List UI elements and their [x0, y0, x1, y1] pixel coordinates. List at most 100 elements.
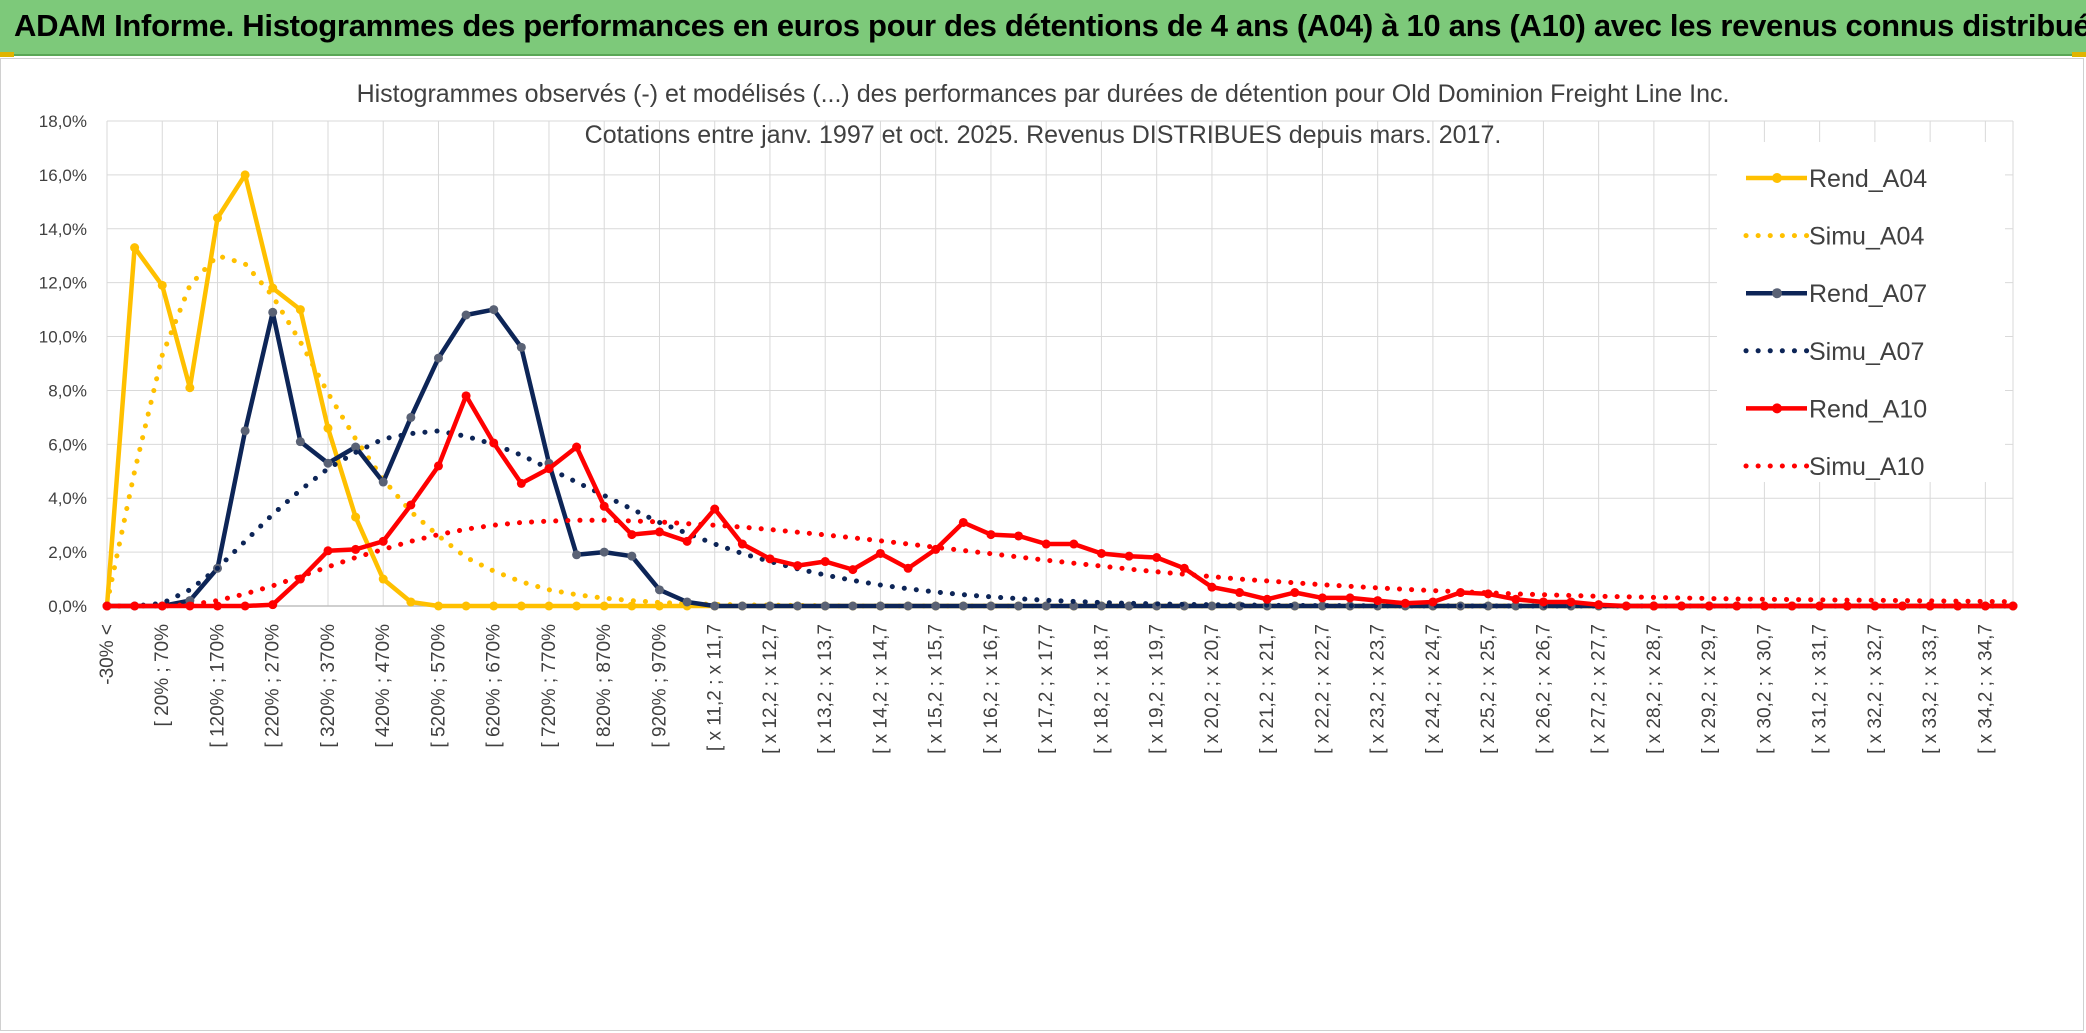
data-point-rend-a07: [1511, 601, 1521, 611]
data-point-rend-a10: [1732, 601, 1742, 611]
data-point-rend-a10: [1759, 601, 1769, 611]
series-line-simu-a10: [104, 517, 2016, 609]
data-point-rend-a07: [903, 601, 913, 611]
data-point-rend-a10: [986, 530, 996, 540]
x-tick-label: [ x 29,2 ; x 29,7: [1699, 624, 1720, 754]
x-tick-label: [ x 21,2 ; x 21,7: [1257, 624, 1278, 754]
data-point-rend-a10: [268, 600, 278, 610]
data-point-rend-a10: [710, 504, 720, 514]
x-tick-label: [ x 30,2 ; x 30,7: [1754, 624, 1775, 754]
y-tick-label: 14,0%: [39, 220, 87, 239]
x-tick-label: [ x 14,2 ; x 14,7: [870, 624, 891, 754]
data-point-rend-a10: [1124, 551, 1134, 561]
data-point-rend-a10: [1041, 539, 1051, 549]
data-point-rend-a04: [351, 512, 361, 522]
data-point-rend-a10: [1290, 588, 1300, 598]
line-chart: Histogrammes observés (-) et modélisés (…: [39, 80, 2018, 754]
x-tick-label: [ x 20,2 ; x 20,7: [1202, 624, 1223, 754]
data-point-rend-a10: [1317, 593, 1327, 603]
data-point-rend-a04: [212, 213, 222, 223]
data-point-rend-a10: [378, 536, 388, 546]
data-point-rend-a07: [268, 307, 278, 317]
x-tick-label: [ 820% ; 870%: [594, 624, 615, 748]
data-point-rend-a07: [654, 585, 664, 595]
data-point-rend-a07: [323, 458, 333, 468]
x-tick-label: [ x 26,2 ; x 26,7: [1533, 624, 1554, 754]
y-axis-tick-labels: 0,0% 2,0% 4,0% 6,0% 8,0% 10,0% 12,0% 14,0% 16,0%…: [39, 112, 87, 616]
data-point-rend-a10: [157, 601, 167, 611]
legend-label-simu-a04: Simu_A04: [1809, 223, 1924, 251]
data-point-rend-a07: [765, 601, 775, 611]
x-tick-label: -30% <: [97, 624, 118, 685]
data-point-rend-a10: [1373, 596, 1383, 606]
data-point-rend-a10: [1980, 601, 1990, 611]
grid-lines: [106, 120, 2014, 607]
x-tick-label: [ 20% ; 70%: [152, 624, 173, 727]
data-point-rend-a07: [958, 601, 968, 611]
legend-box: [1717, 142, 2005, 482]
data-point-rend-a10: [1704, 601, 1714, 611]
data-point-rend-a10: [1179, 563, 1189, 573]
legend-marker-rend-a07: [1772, 288, 1782, 299]
x-tick-label: [ 120% ; 170%: [207, 624, 228, 748]
legend-marker-rend-a10: [1772, 403, 1782, 414]
legend: Rend_A04 Simu_A04 Rend_A07 Simu_A07 Rend_A10…: [1717, 142, 2005, 482]
data-point-rend-a07: [1207, 601, 1217, 611]
legend-label-simu-a10: Simu_A10: [1809, 453, 1924, 481]
x-tick-label: [ x 34,2 ; x 34,7: [1975, 624, 1996, 754]
data-point-rend-a10: [516, 478, 526, 488]
data-point-rend-a07: [1317, 601, 1327, 611]
x-tick-label: [ x 25,2 ; x 25,7: [1478, 624, 1499, 754]
data-point-rend-a10: [765, 554, 775, 564]
x-axis-tick-labels: -30% < [ 20% ; 70% [ 120% ; 170% [ 220% ; 2…: [97, 624, 1996, 754]
x-tick-label: [ x 12,2 ; x 12,7: [760, 624, 781, 754]
data-point-rend-a07: [820, 601, 830, 611]
page-title: ADAM Informe. Histogrammes des performan…: [14, 8, 2086, 43]
data-point-rend-a07: [793, 601, 803, 611]
data-point-rend-a04: [627, 601, 637, 611]
y-tick-label: 4,0%: [48, 489, 87, 508]
data-point-rend-a10: [1207, 582, 1217, 592]
data-point-rend-a10: [1096, 548, 1106, 558]
data-point-rend-a07: [737, 601, 747, 611]
x-tick-label: [ x 31,2 ; x 31,7: [1810, 624, 1831, 754]
data-point-rend-a07: [351, 442, 361, 452]
data-point-rend-a10: [2008, 601, 2018, 611]
data-point-rend-a10: [1842, 601, 1852, 611]
data-point-rend-a07: [516, 342, 526, 352]
data-point-rend-a10: [1594, 600, 1604, 610]
data-point-rend-a07: [1483, 601, 1493, 611]
data-point-rend-a10: [1262, 594, 1272, 604]
data-point-rend-a04: [489, 601, 499, 611]
data-point-rend-a10: [1511, 594, 1521, 604]
y-tick-label: 2,0%: [48, 543, 87, 562]
data-point-rend-a07: [295, 437, 305, 447]
x-tick-label: [ 320% ; 370%: [318, 624, 339, 748]
data-point-rend-a04: [406, 597, 416, 607]
y-tick-label: 16,0%: [39, 166, 87, 185]
data-point-rend-a10: [737, 539, 747, 549]
data-point-rend-a10: [875, 548, 885, 558]
data-point-rend-a10: [599, 501, 609, 511]
data-point-rend-a10: [1566, 597, 1576, 607]
x-tick-label: [ x 11,2 ; x 11,7: [705, 624, 726, 751]
data-point-rend-a10: [1235, 588, 1245, 598]
series-line-simu-a07: [104, 428, 2016, 609]
data-point-rend-a04: [157, 280, 167, 290]
chart-title: Histogrammes observés (-) et modélisés (…: [357, 80, 1730, 108]
data-point-rend-a10: [1953, 601, 1963, 611]
data-point-rend-a10: [820, 557, 830, 567]
series-line-simu-a04: [104, 253, 2016, 609]
data-point-rend-a07: [433, 353, 443, 363]
data-point-rend-a07: [1069, 601, 1079, 611]
x-tick-label: [ 420% ; 470%: [373, 624, 394, 748]
data-point-rend-a04: [240, 170, 250, 180]
data-point-rend-a07: [240, 426, 250, 436]
data-point-rend-a10: [572, 442, 582, 452]
data-point-rend-a07: [682, 597, 692, 607]
data-point-rend-a04: [295, 305, 305, 315]
data-point-rend-a10: [544, 464, 554, 474]
data-point-rend-a04: [323, 423, 333, 433]
x-tick-label: [ x 23,2 ; x 23,7: [1368, 624, 1389, 754]
x-tick-label: [ x 27,2 ; x 27,7: [1589, 624, 1610, 754]
